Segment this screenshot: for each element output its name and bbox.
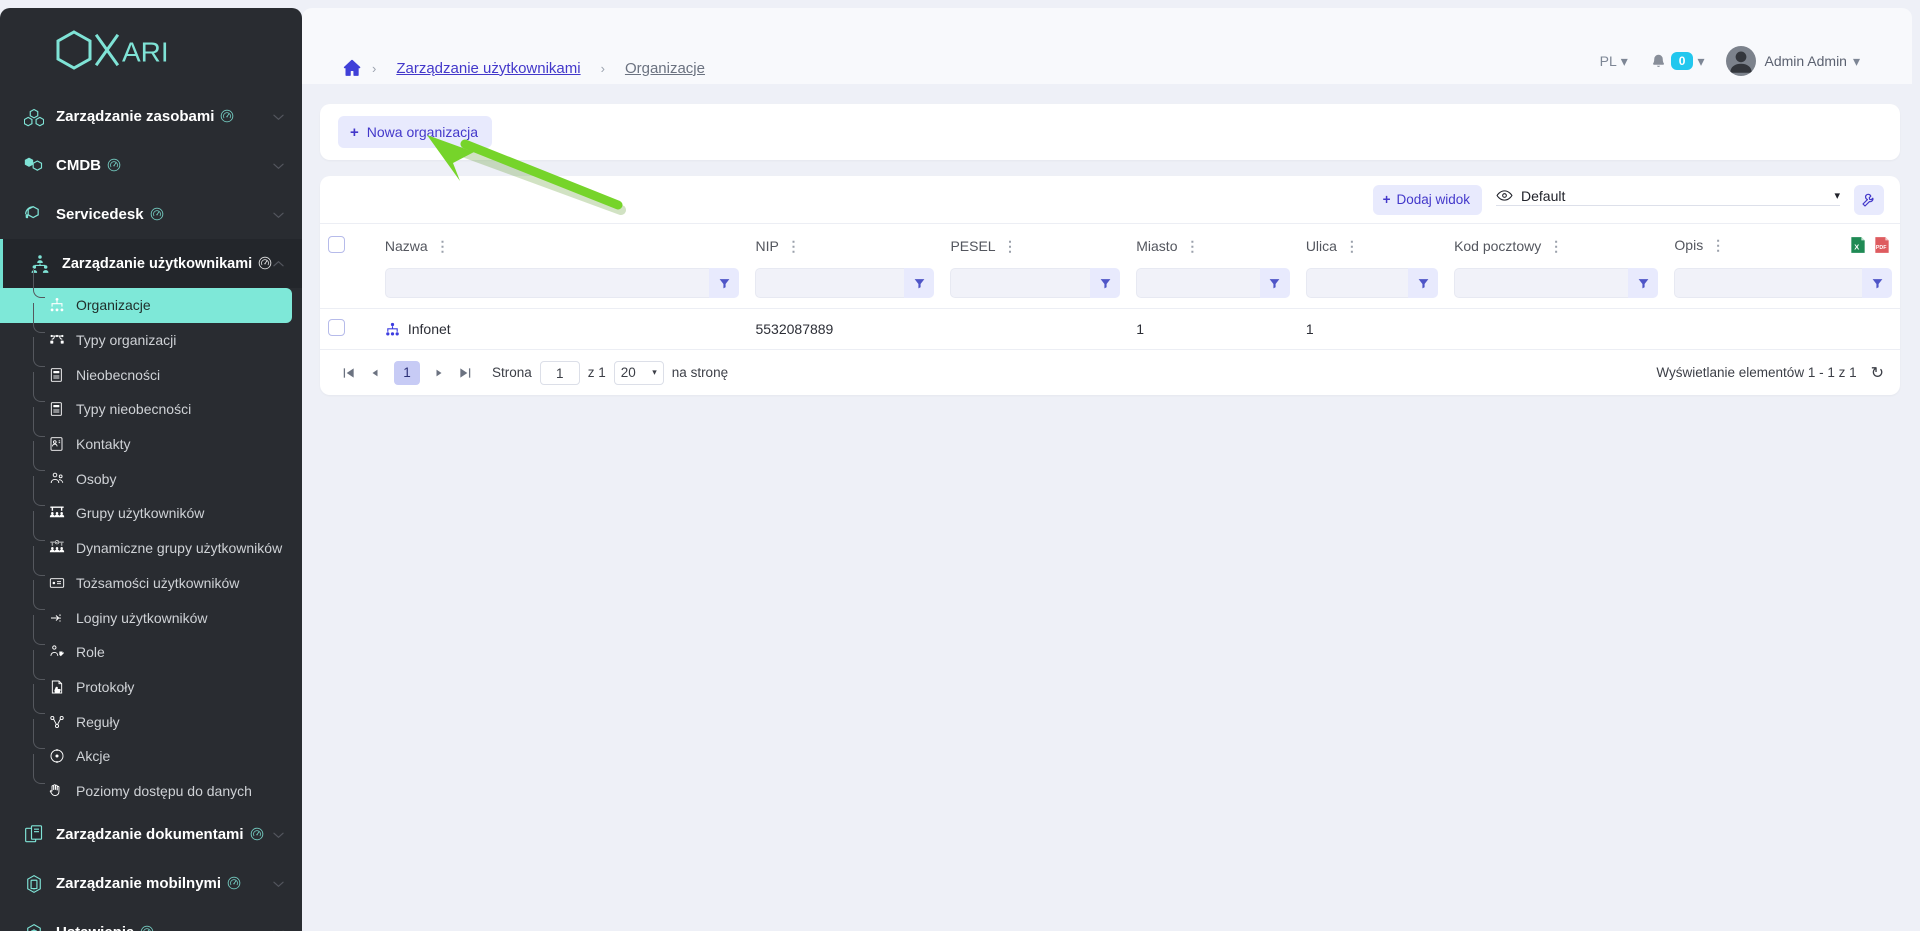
- svg-text:X: X: [1854, 243, 1859, 252]
- svg-text:ARI: ARI: [122, 37, 169, 68]
- svg-text:PDF: PDF: [1876, 245, 1887, 251]
